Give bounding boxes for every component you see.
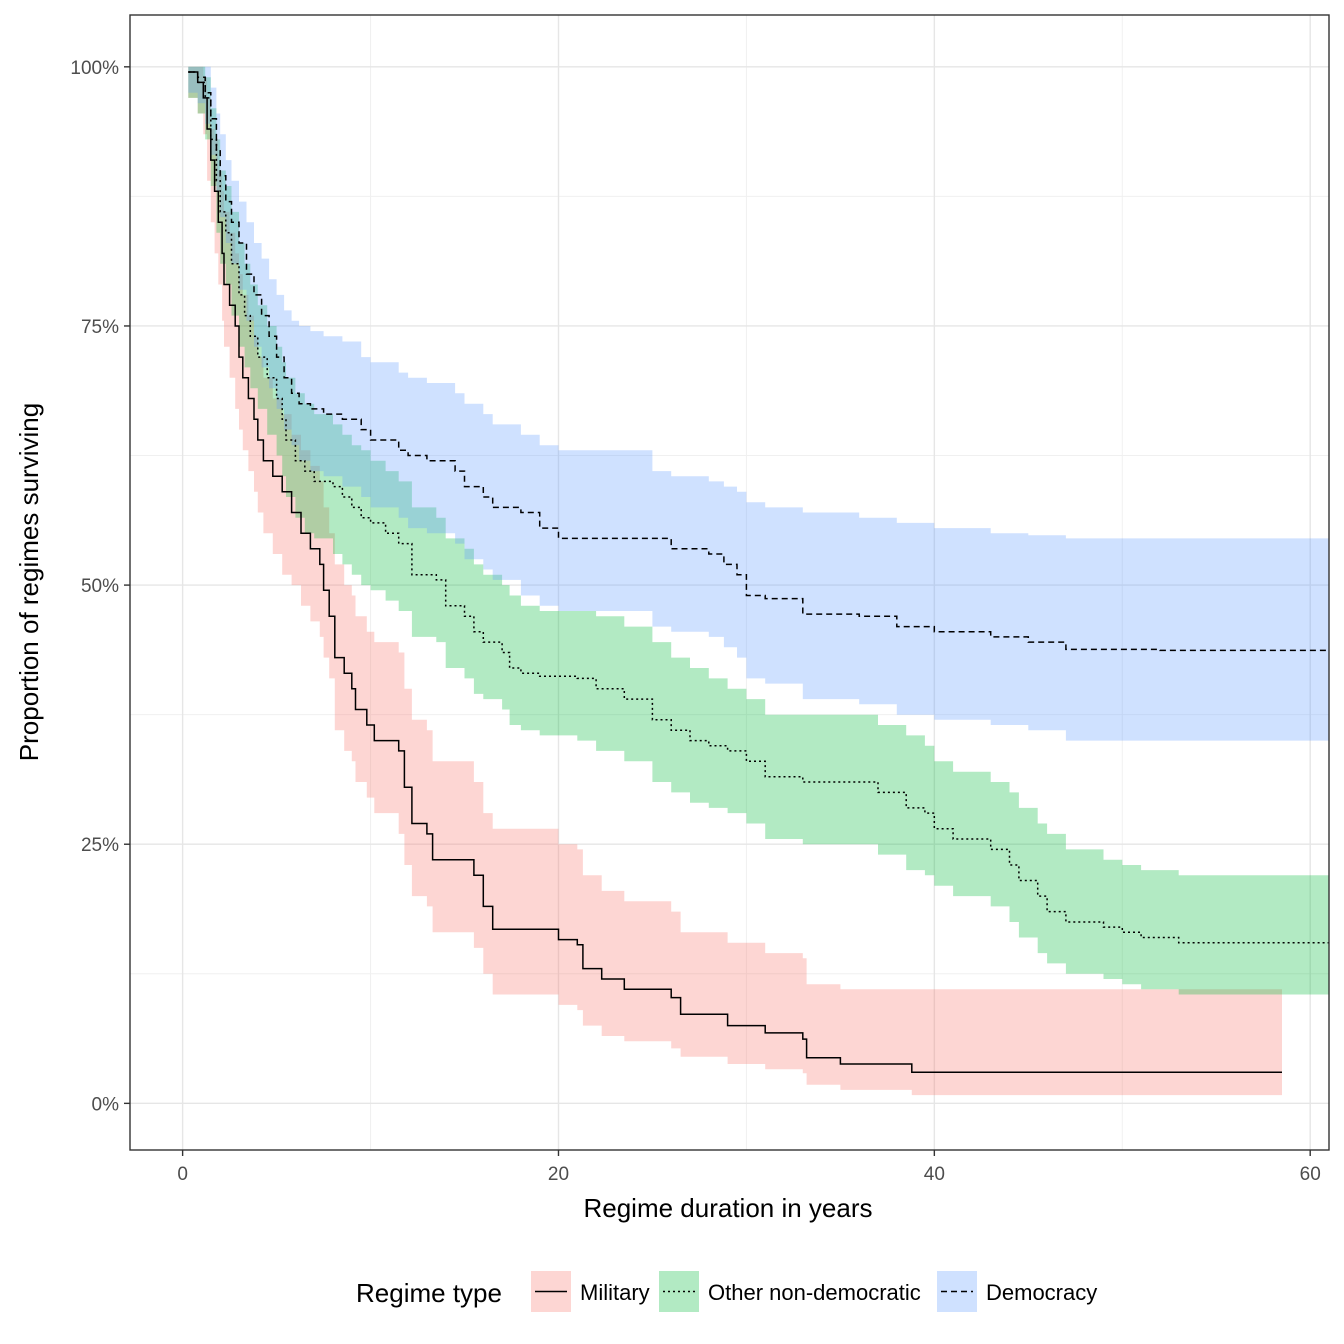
x-axis-title: Regime duration in years — [583, 1193, 872, 1223]
x-tick-label: 0 — [177, 1164, 188, 1185]
confidence-bands — [188, 66, 1329, 1096]
line-other-non-democratic — [188, 71, 1329, 944]
legend: Regime type Military Other non-democratic… — [356, 1271, 1097, 1312]
line-democracy — [188, 71, 1329, 652]
y-tick-label: 50% — [81, 576, 119, 597]
grid-major — [130, 15, 1329, 1150]
x-tick-label: 60 — [1300, 1164, 1321, 1185]
plot-panel — [129, 14, 1330, 1151]
x-tick-label: 20 — [548, 1164, 569, 1185]
y-axis-title: Proportion of regimes surviving — [14, 403, 44, 761]
band-democracy — [188, 66, 1329, 741]
band-military — [188, 66, 1282, 1096]
x-axis: 0 20 40 60 — [177, 1150, 1321, 1185]
survival-lines — [188, 71, 1329, 1074]
legend-label: Military — [580, 1280, 650, 1305]
x-tick-label: 40 — [924, 1164, 945, 1185]
y-tick-label: 25% — [81, 835, 119, 856]
band-other-non-democratic — [188, 66, 1329, 995]
legend-label: Democracy — [986, 1280, 1097, 1305]
panel-border — [129, 14, 1330, 1151]
legend-title: Regime type — [356, 1278, 502, 1308]
y-tick-label: 75% — [81, 317, 119, 338]
line-military — [188, 71, 1282, 1074]
grid-minor — [130, 15, 1329, 1150]
panel-background — [130, 15, 1329, 1150]
y-tick-label: 100% — [70, 58, 119, 79]
y-tick-label: 0% — [92, 1094, 120, 1115]
legend-items: Military Other non-democratic Democracy — [531, 1271, 1097, 1312]
y-axis: 0% 25% 50% 75% 100% — [70, 58, 130, 1115]
legend-label: Other non-democratic — [708, 1280, 921, 1305]
